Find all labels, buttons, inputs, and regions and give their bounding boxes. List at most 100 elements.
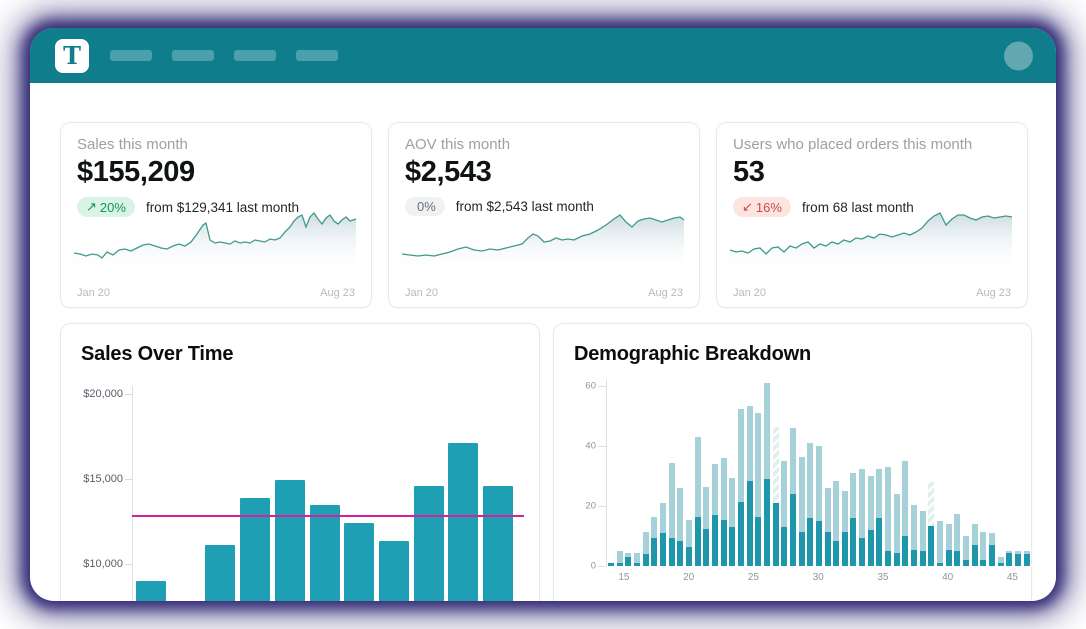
histogram-bar-dark-segment[interactable] <box>928 525 935 566</box>
histogram-bar-dark-segment[interactable] <box>781 527 788 566</box>
histogram-bar-light-segment[interactable] <box>685 519 692 547</box>
histogram-bar-dark-segment[interactable] <box>677 540 684 566</box>
histogram-bar-light-segment[interactable] <box>807 443 814 518</box>
histogram-bar-dark-segment[interactable] <box>755 516 762 566</box>
histogram-bar-dark-segment[interactable] <box>668 537 675 566</box>
histogram-bar-light-segment[interactable] <box>885 467 892 551</box>
histogram-bar-light-segment[interactable] <box>668 462 675 538</box>
histogram-bar-light-segment[interactable] <box>772 426 779 503</box>
histogram-bar-light-segment[interactable] <box>850 473 857 518</box>
histogram-bar-light-segment[interactable] <box>659 503 666 533</box>
histogram-bar-light-segment[interactable] <box>755 413 762 517</box>
histogram-bar-dark-segment[interactable] <box>963 560 970 566</box>
histogram-bar-dark-segment[interactable] <box>642 554 649 566</box>
histogram-bar-light-segment[interactable] <box>729 477 736 527</box>
histogram-bar-light-segment[interactable] <box>963 536 970 560</box>
histogram-bar-light-segment[interactable] <box>911 504 918 550</box>
histogram-bar-dark-segment[interactable] <box>980 560 987 566</box>
histogram-bar-light-segment[interactable] <box>997 557 1004 563</box>
histogram-bar-light-segment[interactable] <box>616 551 623 563</box>
histogram-bar-light-segment[interactable] <box>841 491 848 532</box>
histogram-bar-dark-segment[interactable] <box>737 501 744 566</box>
histogram-bar-dark-segment[interactable] <box>971 545 978 566</box>
histogram-bar-light-segment[interactable] <box>980 531 987 560</box>
histogram-bar-light-segment[interactable] <box>651 516 658 538</box>
histogram-bar-dark-segment[interactable] <box>616 563 623 566</box>
histogram-bar-light-segment[interactable] <box>633 552 640 563</box>
sales-bar[interactable] <box>344 523 375 601</box>
histogram-bar-dark-segment[interactable] <box>789 494 796 566</box>
histogram-bar-light-segment[interactable] <box>677 488 684 541</box>
histogram-bar-dark-segment[interactable] <box>633 563 640 566</box>
sales-bar[interactable] <box>448 443 479 601</box>
histogram-bar-dark-segment[interactable] <box>1006 552 1013 566</box>
sales-bar[interactable] <box>240 497 271 601</box>
nav-placeholder-item[interactable] <box>172 50 214 61</box>
sales-bar[interactable] <box>413 485 444 601</box>
histogram-bar-dark-segment[interactable] <box>807 518 814 566</box>
user-avatar[interactable] <box>1004 41 1033 70</box>
histogram-bar-light-segment[interactable] <box>893 494 900 553</box>
histogram-bar-dark-segment[interactable] <box>919 551 926 566</box>
histogram-bar-light-segment[interactable] <box>945 524 952 550</box>
histogram-bar-light-segment[interactable] <box>876 468 883 518</box>
histogram-bar-light-segment[interactable] <box>737 408 744 502</box>
histogram-bar-dark-segment[interactable] <box>608 563 614 566</box>
histogram-bar-dark-segment[interactable] <box>694 516 701 566</box>
histogram-bar-dark-segment[interactable] <box>729 527 736 566</box>
histogram-bar-light-segment[interactable] <box>746 405 753 481</box>
histogram-bar-dark-segment[interactable] <box>815 521 822 566</box>
nav-placeholder-item[interactable] <box>296 50 338 61</box>
histogram-bar-dark-segment[interactable] <box>954 551 961 566</box>
histogram-bar-dark-segment[interactable] <box>859 537 866 566</box>
histogram-bar-dark-segment[interactable] <box>711 515 718 566</box>
histogram-bar-dark-segment[interactable] <box>651 537 658 566</box>
sales-bar[interactable] <box>309 504 340 601</box>
app-logo[interactable]: T <box>55 38 89 73</box>
histogram-bar-light-segment[interactable] <box>928 482 935 526</box>
histogram-bar-dark-segment[interactable] <box>997 563 1004 566</box>
histogram-bar-dark-segment[interactable] <box>841 531 848 566</box>
histogram-bar-light-segment[interactable] <box>937 521 944 563</box>
histogram-bar-dark-segment[interactable] <box>989 545 996 566</box>
histogram-bar-dark-segment[interactable] <box>1015 554 1022 566</box>
sales-bar[interactable] <box>136 581 166 601</box>
histogram-bar-light-segment[interactable] <box>789 428 796 494</box>
histogram-bar-light-segment[interactable] <box>798 456 805 532</box>
histogram-bar-light-segment[interactable] <box>1015 551 1022 554</box>
histogram-bar-light-segment[interactable] <box>989 533 996 545</box>
histogram-bar-light-segment[interactable] <box>1023 551 1030 554</box>
histogram-bar-dark-segment[interactable] <box>850 518 857 566</box>
histogram-bar-dark-segment[interactable] <box>703 528 710 566</box>
histogram-bar-dark-segment[interactable] <box>625 557 632 566</box>
histogram-bar-light-segment[interactable] <box>703 486 710 529</box>
sales-bar[interactable] <box>483 485 513 601</box>
sales-bar[interactable] <box>205 545 236 601</box>
histogram-bar-light-segment[interactable] <box>954 513 961 551</box>
histogram-bar-dark-segment[interactable] <box>746 480 753 566</box>
histogram-bar-light-segment[interactable] <box>859 468 866 538</box>
histogram-bar-dark-segment[interactable] <box>902 536 909 566</box>
histogram-bar-dark-segment[interactable] <box>937 563 944 566</box>
histogram-bar-dark-segment[interactable] <box>885 551 892 566</box>
histogram-bar-light-segment[interactable] <box>694 437 701 517</box>
histogram-bar-dark-segment[interactable] <box>763 479 770 566</box>
histogram-bar-light-segment[interactable] <box>1006 551 1013 553</box>
histogram-bar-dark-segment[interactable] <box>893 552 900 566</box>
histogram-bar-light-segment[interactable] <box>711 464 718 515</box>
histogram-bar-dark-segment[interactable] <box>659 533 666 566</box>
histogram-bar-dark-segment[interactable] <box>824 531 831 566</box>
nav-placeholder-item[interactable] <box>110 50 152 61</box>
histogram-bar-light-segment[interactable] <box>919 510 926 551</box>
histogram-bar-light-segment[interactable] <box>625 552 632 557</box>
sales-bar[interactable] <box>378 541 409 601</box>
histogram-bar-dark-segment[interactable] <box>911 549 918 566</box>
histogram-bar-dark-segment[interactable] <box>867 530 874 566</box>
histogram-bar-dark-segment[interactable] <box>720 519 727 566</box>
histogram-bar-light-segment[interactable] <box>824 488 831 532</box>
histogram-bar-light-segment[interactable] <box>763 383 770 479</box>
sales-bar[interactable] <box>274 479 305 601</box>
histogram-bar-light-segment[interactable] <box>642 531 649 554</box>
histogram-bar-light-segment[interactable] <box>815 446 822 521</box>
histogram-bar-light-segment[interactable] <box>867 476 874 530</box>
